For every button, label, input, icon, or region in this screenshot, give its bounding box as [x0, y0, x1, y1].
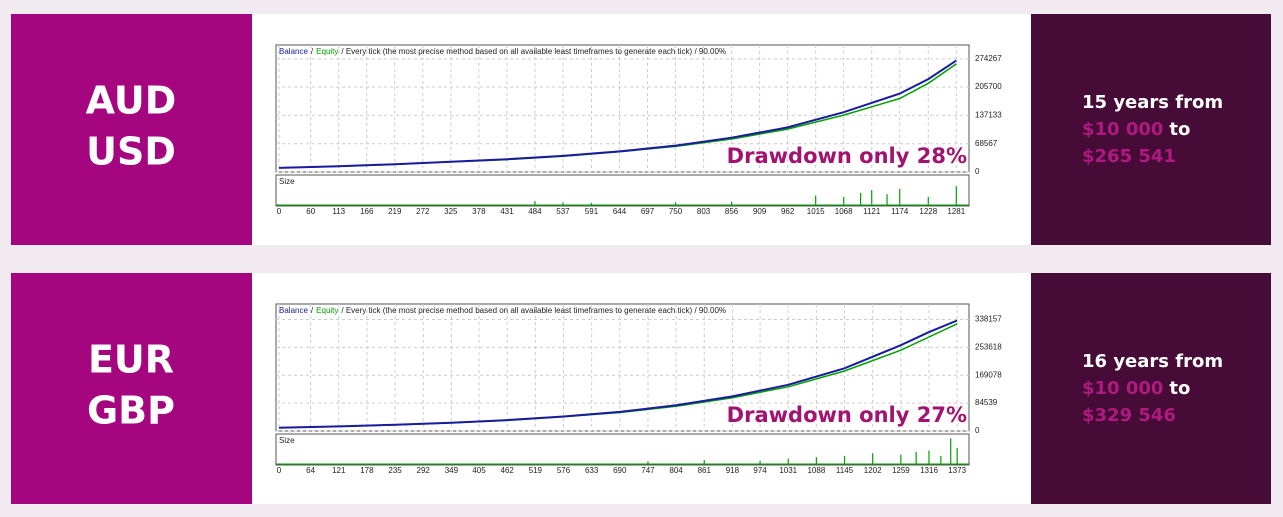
left-band — [11, 14, 252, 245]
annotation: Drawdown only 28% — [727, 144, 967, 168]
annotation: Drawdown only 27% — [727, 403, 967, 427]
right-band — [1031, 14, 1271, 245]
y-tick-label: 169078 — [975, 370, 1002, 379]
x-tick-label: 690 — [613, 466, 627, 475]
x-tick-label: 591 — [585, 207, 599, 216]
legend-entry: Balance — [279, 47, 308, 56]
summary-to: to — [1169, 119, 1190, 140]
x-tick-label: 325 — [444, 207, 458, 216]
x-tick-label: 747 — [641, 466, 655, 475]
summary-line: $10 000 to — [1082, 378, 1190, 399]
left-band — [11, 273, 252, 504]
x-tick-label: 537 — [556, 207, 570, 216]
y-tick-label: 84539 — [975, 398, 998, 407]
x-tick-label: 697 — [641, 207, 655, 216]
x-tick-label: 1373 — [948, 466, 966, 475]
x-tick-label: 484 — [528, 207, 542, 216]
legend-entry: Equity — [316, 306, 338, 315]
y-tick-label: 137133 — [975, 111, 1002, 120]
x-tick-label: 1281 — [947, 207, 965, 216]
x-tick-label: 60 — [306, 207, 315, 216]
x-tick-label: 431 — [500, 207, 514, 216]
x-tick-label: 219 — [388, 207, 402, 216]
chart-panel: EUR GBP 16 years from $10 000 to $329 546 0 845… — [11, 273, 1271, 504]
x-tick-label: 272 — [416, 207, 430, 216]
x-tick-label: 918 — [726, 466, 740, 475]
y-tick-label: 0 — [975, 426, 980, 435]
summary-to: to — [1169, 378, 1190, 399]
x-tick-label: 178 — [360, 466, 374, 475]
x-tick-label: 804 — [669, 466, 683, 475]
pair-label: AUD — [86, 79, 177, 123]
x-tick-label: 856 — [725, 207, 739, 216]
x-tick-label: 1121 — [863, 207, 881, 216]
summary-line: $10 000 to — [1082, 119, 1190, 140]
y-tick-label: 338157 — [975, 315, 1002, 324]
size-frame — [275, 433, 970, 466]
y-tick-label: 68567 — [975, 139, 998, 148]
x-tick-label: 1088 — [807, 466, 825, 475]
y-tick-label: 253618 — [975, 342, 1002, 351]
pair-label: EUR — [88, 338, 174, 382]
y-tick-label: 0 — [975, 167, 980, 176]
x-tick-label: 1015 — [807, 207, 825, 216]
x-tick-label: 113 — [332, 207, 345, 216]
x-tick-label: 0 — [277, 207, 282, 216]
x-tick-label: 0 — [277, 466, 282, 475]
x-tick-label: 378 — [472, 207, 486, 216]
chart-header: Balance / Equity / Every tick (the most pre… — [279, 306, 726, 315]
x-tick-label: 576 — [557, 466, 571, 475]
y-tick-label: 205700 — [975, 82, 1002, 91]
x-tick-label: 974 — [753, 466, 767, 475]
summary-result: $329 546 — [1082, 405, 1176, 426]
size-frame — [275, 174, 970, 207]
right-band — [1031, 273, 1271, 504]
x-tick-label: 1145 — [836, 466, 854, 475]
summary-period: 15 years from — [1082, 92, 1223, 113]
summary-from: $10 000 — [1082, 378, 1163, 399]
x-tick-label: 121 — [332, 466, 346, 475]
size-label: Size — [279, 177, 295, 186]
legend-entry: Equity — [316, 47, 338, 56]
x-tick-label: 1068 — [835, 207, 853, 216]
series-line — [278, 319, 958, 429]
summary-period: 16 years from — [1082, 351, 1223, 372]
x-tick-label: 1316 — [920, 466, 938, 475]
size-label: Size — [279, 436, 295, 445]
x-tick-label: 64 — [306, 466, 315, 475]
x-tick-label: 1228 — [919, 207, 937, 216]
pair-label: USD — [86, 130, 176, 174]
x-tick-label: 803 — [697, 207, 711, 216]
x-tick-label: 644 — [613, 207, 627, 216]
x-tick-label: 1174 — [891, 207, 909, 216]
header-text: / Every tick (the most precise method ba… — [341, 306, 726, 315]
summary-from: $10 000 — [1082, 119, 1163, 140]
x-tick-label: 1202 — [864, 466, 882, 475]
separator: / — [311, 306, 314, 315]
chart-panel: AUD USD 15 years from $10 000 to $265 541 0 685… — [11, 14, 1271, 245]
x-tick-label: 405 — [472, 466, 486, 475]
x-tick-label: 861 — [698, 466, 712, 475]
x-tick-label: 462 — [501, 466, 515, 475]
x-tick-label: 962 — [781, 207, 795, 216]
x-tick-label: 750 — [669, 207, 683, 216]
pair-label: GBP — [87, 389, 175, 433]
separator: / — [311, 47, 314, 56]
x-tick-label: 292 — [417, 466, 431, 475]
x-tick-label: 166 — [360, 207, 374, 216]
x-tick-label: 349 — [445, 466, 459, 475]
header-text: / Every tick (the most precise method ba… — [341, 47, 726, 56]
x-tick-label: 909 — [753, 207, 767, 216]
x-tick-label: 1259 — [892, 466, 910, 475]
summary-result: $265 541 — [1082, 146, 1176, 167]
series-line — [278, 59, 957, 169]
x-tick-label: 633 — [585, 466, 599, 475]
y-tick-label: 274267 — [975, 54, 1002, 63]
x-tick-label: 519 — [529, 466, 543, 475]
legend-entry: Balance — [279, 306, 308, 315]
x-tick-label: 1031 — [779, 466, 797, 475]
chart-header: Balance / Equity / Every tick (the most pre… — [279, 47, 726, 56]
x-tick-label: 235 — [388, 466, 402, 475]
